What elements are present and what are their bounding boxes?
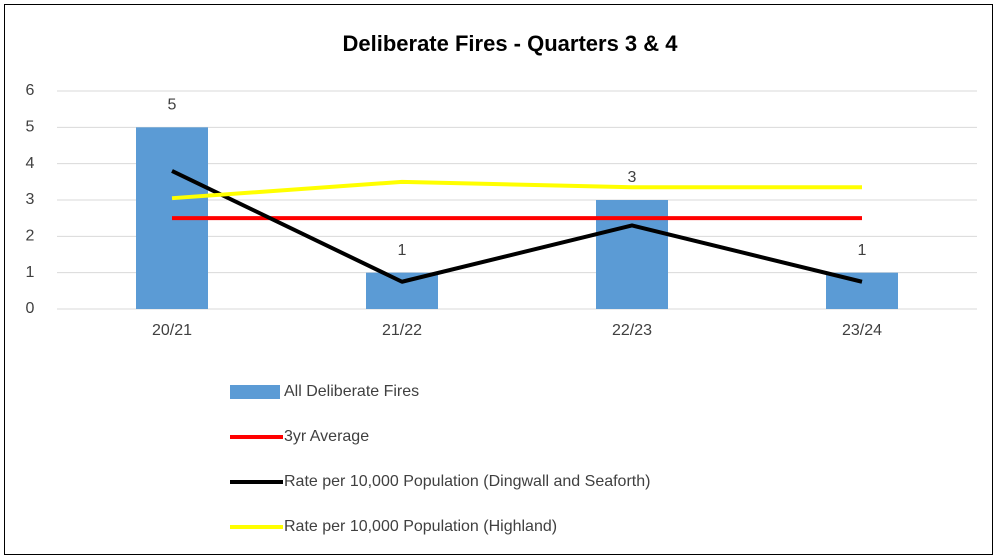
y-tick-label: 6	[26, 82, 35, 99]
legend-swatch	[230, 385, 280, 399]
x-tick-label: 21/22	[382, 322, 422, 339]
y-tick-label: 1	[26, 264, 35, 281]
data-label: 3	[628, 169, 637, 186]
data-label: 5	[168, 97, 177, 114]
y-tick-label: 2	[26, 228, 35, 245]
y-tick-label: 4	[26, 155, 35, 172]
y-tick-label: 0	[26, 300, 35, 317]
chart-title: Deliberate Fires - Quarters 3 & 4	[342, 31, 678, 56]
bar	[826, 272, 898, 309]
data-label: 1	[858, 242, 867, 259]
legend-label: All Deliberate Fires	[284, 383, 419, 400]
bar	[366, 272, 438, 309]
line	[171, 179, 862, 201]
x-tick-label: 22/23	[612, 322, 652, 339]
y-tick-label: 5	[26, 119, 35, 136]
legend-label: Rate per 10,000 Population (Highland)	[284, 518, 557, 535]
legend-label: Rate per 10,000 Population (Dingwall and…	[284, 473, 650, 490]
x-tick-label: 20/21	[152, 322, 192, 339]
x-tick-label: 23/24	[842, 322, 882, 339]
legend-label: 3yr Average	[284, 428, 369, 445]
y-tick-label: 3	[26, 191, 35, 208]
data-label: 1	[398, 242, 407, 259]
line	[171, 169, 863, 284]
